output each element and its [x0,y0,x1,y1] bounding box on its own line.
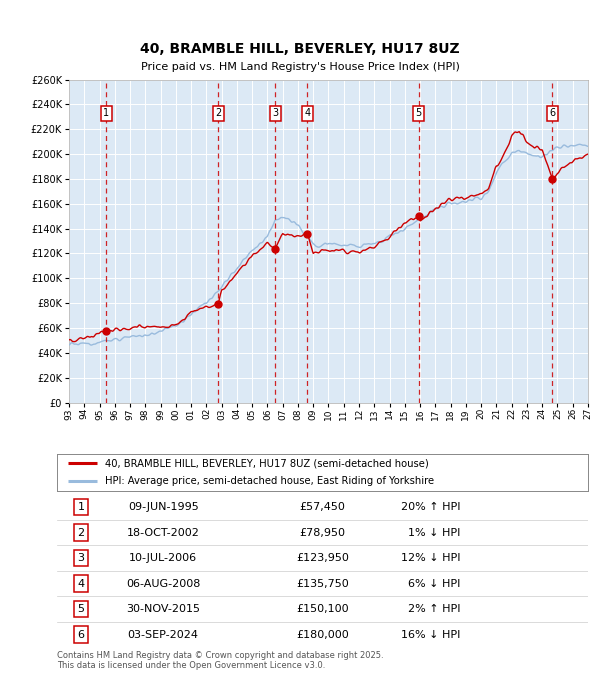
Text: £123,950: £123,950 [296,553,349,563]
Text: 3: 3 [272,109,278,118]
Text: 1% ↓ HPI: 1% ↓ HPI [408,528,461,538]
Text: 4: 4 [304,109,310,118]
Text: 1: 1 [77,502,85,512]
Text: 09-JUN-1995: 09-JUN-1995 [128,502,199,512]
Text: 40, BRAMBLE HILL, BEVERLEY, HU17 8UZ: 40, BRAMBLE HILL, BEVERLEY, HU17 8UZ [140,42,460,56]
Text: £180,000: £180,000 [296,630,349,640]
Text: 16% ↓ HPI: 16% ↓ HPI [401,630,461,640]
Text: 6: 6 [550,109,556,118]
Text: 3: 3 [77,553,85,563]
Text: £150,100: £150,100 [296,604,349,614]
Text: 10-JUL-2006: 10-JUL-2006 [129,553,197,563]
Text: £57,450: £57,450 [299,502,346,512]
Text: Price paid vs. HM Land Registry's House Price Index (HPI): Price paid vs. HM Land Registry's House … [140,63,460,72]
Text: 20% ↑ HPI: 20% ↑ HPI [401,502,461,512]
Text: 1: 1 [103,109,109,118]
Text: 2: 2 [77,528,85,538]
Text: 30-NOV-2015: 30-NOV-2015 [126,604,200,614]
Text: 18-OCT-2002: 18-OCT-2002 [127,528,200,538]
Text: £135,750: £135,750 [296,579,349,589]
Text: £78,950: £78,950 [299,528,346,538]
Text: 6: 6 [77,630,85,640]
Text: 5: 5 [77,604,85,614]
Text: 2: 2 [215,109,221,118]
Text: HPI: Average price, semi-detached house, East Riding of Yorkshire: HPI: Average price, semi-detached house,… [105,476,434,486]
Text: 6% ↓ HPI: 6% ↓ HPI [408,579,461,589]
Text: 06-AUG-2008: 06-AUG-2008 [126,579,200,589]
Text: 12% ↓ HPI: 12% ↓ HPI [401,553,461,563]
Text: 2% ↑ HPI: 2% ↑ HPI [408,604,461,614]
Text: 5: 5 [416,109,422,118]
Text: 40, BRAMBLE HILL, BEVERLEY, HU17 8UZ (semi-detached house): 40, BRAMBLE HILL, BEVERLEY, HU17 8UZ (se… [105,458,428,469]
Text: 03-SEP-2024: 03-SEP-2024 [128,630,199,640]
Text: 4: 4 [77,579,85,589]
Text: Contains HM Land Registry data © Crown copyright and database right 2025.
This d: Contains HM Land Registry data © Crown c… [57,651,383,670]
